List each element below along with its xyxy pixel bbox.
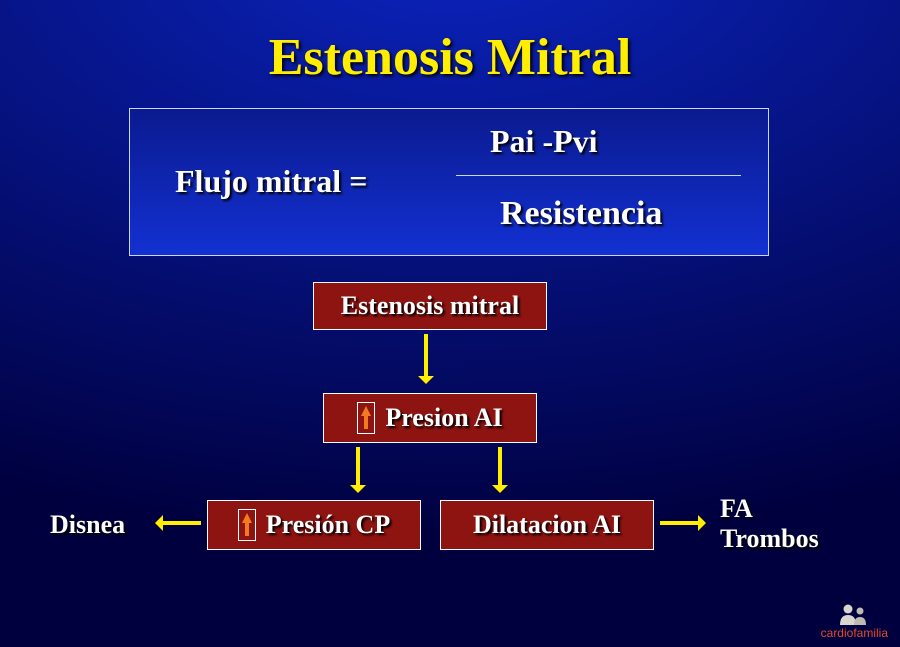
formula-denominator: Resistencia xyxy=(500,195,662,233)
slide-title: Estenosis Mitral xyxy=(0,28,900,87)
logo-text: cardiofamilia xyxy=(821,626,888,640)
node-presion-cp: Presión CP xyxy=(207,500,421,550)
formula-lhs: Flujo mitral = xyxy=(175,163,367,200)
logo-cardiofamilia: cardiofamilia xyxy=(821,603,888,639)
formula-numerator: Pai -Pvi xyxy=(490,123,598,160)
node-presion-ai: Presion AI xyxy=(323,393,537,443)
node-estenosis-mitral: Estenosis mitral xyxy=(313,282,547,330)
up-arrow-icon xyxy=(357,402,375,434)
node-label: Presion AI xyxy=(385,403,502,433)
outcome-disnea: Disnea xyxy=(50,510,125,540)
outcome-fa-trombos: FATrombos xyxy=(720,494,819,554)
people-icon xyxy=(837,603,871,625)
node-label: Estenosis mitral xyxy=(341,291,519,321)
node-label: Dilatacion AI xyxy=(473,510,621,540)
up-arrow-icon xyxy=(238,509,256,541)
formula-box: Flujo mitral = Pai -Pvi Resistencia xyxy=(129,108,769,256)
node-dilatacion-ai: Dilatacion AI xyxy=(440,500,654,550)
formula-fraction-line xyxy=(456,175,741,176)
node-label: Presión CP xyxy=(266,510,390,540)
